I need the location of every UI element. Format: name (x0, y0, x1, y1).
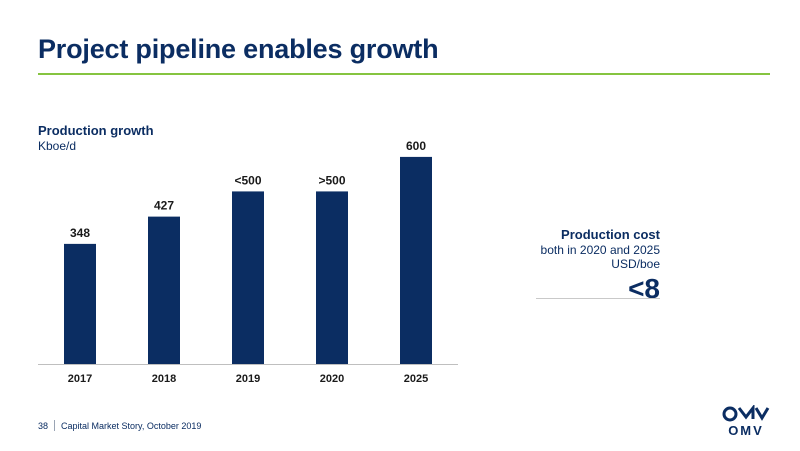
x-tick-label-2018: 2018 (152, 373, 176, 385)
page-number: 38 (38, 420, 49, 431)
production-cost-note: both in 2020 and 2025 (540, 243, 660, 257)
bar-2020 (316, 191, 348, 364)
production-cost-value: <8 (628, 273, 660, 304)
x-tick-label-2025: 2025 (404, 373, 428, 385)
production-cost-unit: USD/boe (611, 257, 660, 271)
bar-2017 (64, 243, 96, 364)
data-label-2017: 348 (70, 226, 90, 240)
production-cost-block: Production cost both in 2020 and 2025 US… (500, 227, 660, 303)
x-tick-label-2020: 2020 (320, 373, 344, 385)
chart-unit: Kboe/d (38, 139, 77, 153)
data-label-2025: 600 (406, 139, 426, 153)
production-cost-rule (536, 298, 660, 299)
data-label-2020: >500 (318, 173, 345, 187)
omv-logo-text: OMV (728, 423, 764, 438)
footer: 38 Capital Market Story, October 2019 (38, 420, 201, 431)
slide-title: Project pipeline enables growth (38, 34, 439, 64)
omv-logo-icon (722, 405, 770, 422)
footer-separator (54, 420, 56, 431)
bar-2018 (148, 216, 180, 364)
data-label-2019: <500 (234, 173, 261, 187)
footer-text: Capital Market Story, October 2019 (61, 420, 202, 431)
title-rule (38, 73, 770, 75)
x-tick-label-2019: 2019 (236, 373, 260, 385)
x-tick-label-2017: 2017 (68, 373, 92, 385)
bar-2025 (400, 156, 432, 364)
chart-title: Production growth (38, 123, 154, 138)
bar-2019 (232, 191, 264, 364)
production-cost-title: Production cost (561, 227, 660, 242)
data-label-2018: 427 (154, 199, 174, 213)
